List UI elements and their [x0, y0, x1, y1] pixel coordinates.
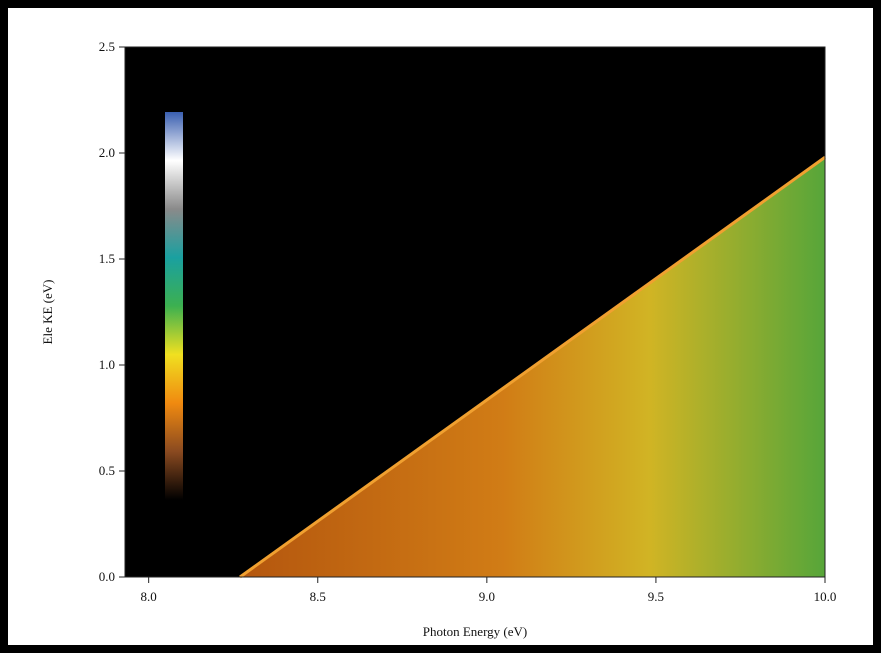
- x-tick-label: 10.0: [814, 589, 837, 604]
- plot-frame: [124, 46, 826, 578]
- x-tick-label: 9.5: [648, 589, 664, 604]
- colorbar: [165, 112, 183, 500]
- x-tick-label: 8.5: [310, 589, 326, 604]
- x-tick-label: 8.0: [141, 589, 157, 604]
- y-tick-label: 2.5: [99, 39, 115, 54]
- y-tick-label: 2.0: [99, 145, 115, 160]
- x-axis-label: Photon Energy (eV): [423, 624, 527, 639]
- y-tick-label: 0.5: [99, 463, 115, 478]
- signal-edge: [239, 156, 826, 579]
- x-tick-label: 9.0: [479, 589, 495, 604]
- y-tick-label: 1.5: [99, 251, 115, 266]
- y-tick-label: 0.0: [99, 569, 115, 584]
- y-axis-label: Ele KE (eV): [40, 280, 55, 345]
- y-tick-label: 1.0: [99, 357, 115, 372]
